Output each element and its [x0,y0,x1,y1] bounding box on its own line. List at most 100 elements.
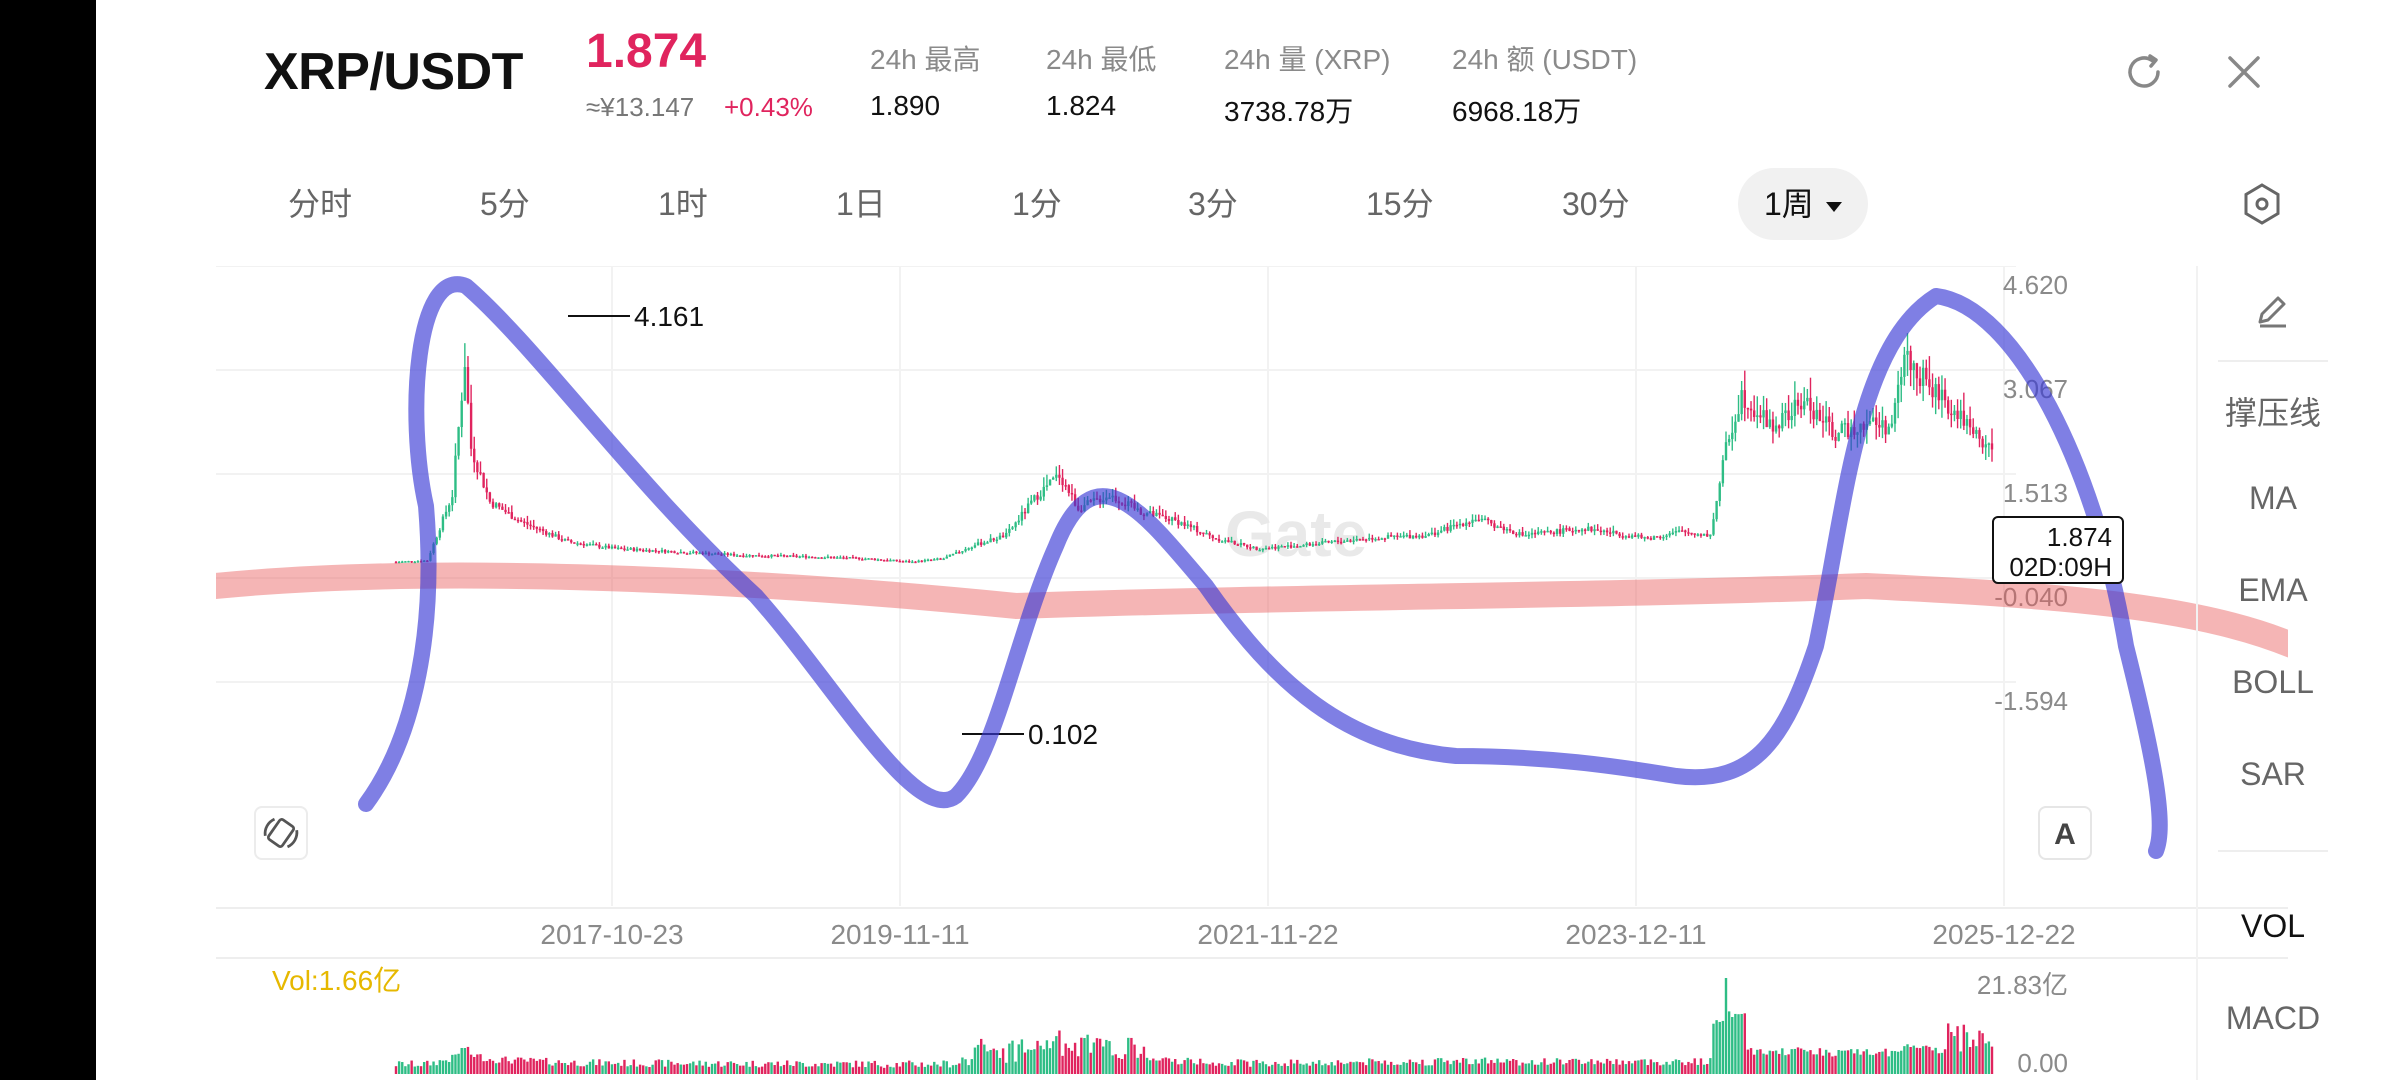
volume-bar [607,1061,610,1074]
volume-bar [1612,1064,1615,1074]
volume-bar [1849,1049,1853,1074]
volume-bar [1749,1048,1753,1074]
volume-bar [914,1065,917,1074]
indicator-sar[interactable]: SAR [2240,756,2306,792]
candle-body [642,549,645,552]
chart-grid [216,266,2288,959]
candle-body [1418,535,1421,538]
tab-5min[interactable]: 5分 [480,186,530,222]
hexagon-settings-icon[interactable] [2240,182,2284,226]
volume-bar [1089,1052,1092,1074]
volume-bar [1402,1062,1405,1074]
volume-bar [1333,1065,1337,1074]
volume-bar [1990,1046,1994,1074]
candle-body [742,555,745,557]
candle-body [1900,376,1903,385]
volume-bar [1577,1059,1581,1074]
volume-bar [526,1061,529,1074]
tab-15min[interactable]: 15分 [1366,186,1434,222]
volume-bar [1133,1044,1136,1074]
pencil-icon[interactable] [2250,288,2294,332]
volume-bar [648,1067,651,1074]
volume-bar [1418,1064,1421,1074]
indicator-macd[interactable]: MACD [2225,1000,2321,1036]
tab-3min[interactable]: 3分 [1188,186,1238,222]
volume-bar [1092,1042,1096,1074]
tab-1week[interactable]: 1周 [1738,168,1868,240]
candle-body [1346,540,1349,542]
volume-bar [1637,1060,1640,1074]
tab-fenshi[interactable]: 分时 [288,186,353,222]
candle-body [1781,413,1784,429]
auto-scale-button[interactable]: A [2038,806,2092,860]
candle-body [448,505,451,512]
volume-bar [513,1059,517,1074]
volume-bar [1026,1049,1030,1074]
candle-body [1768,419,1772,428]
candle-body [1737,414,1740,422]
tab-1day[interactable]: 1日 [836,186,886,222]
volume-bar [1280,1065,1283,1074]
candle-body [1824,416,1828,423]
rotate-button[interactable] [254,806,308,860]
volume-bar [882,1067,886,1074]
volume-bar [1386,1064,1390,1074]
tab-30min[interactable]: 30分 [1562,186,1630,222]
tab-1hour[interactable]: 1时 [658,186,708,222]
stat-value: 1.824 [1046,90,1117,121]
candle-body [1624,536,1628,538]
candle-body [795,555,798,558]
volume-bar [1646,1065,1649,1074]
volume-bar [545,1057,548,1074]
candle-body [1677,530,1681,532]
volume-bar [1530,1060,1534,1074]
candle-body [992,538,995,541]
volume-bar [401,1062,404,1074]
volume-bar [1818,1048,1822,1074]
volume-bar [1468,1064,1471,1074]
candle-body [1846,423,1850,438]
candle-body [1868,421,1872,425]
candle-body [929,559,933,562]
time-tick: 2021-11-22 [1197,919,1338,950]
volume-bar [1984,1043,1987,1074]
refresh-icon[interactable] [2120,48,2168,96]
candle-body [407,561,410,563]
candle-body [604,545,607,548]
tab-1min[interactable]: 1分 [1012,186,1062,222]
candle-body [504,509,507,513]
volume-bar [754,1066,758,1074]
volume-bar [1051,1041,1055,1074]
volume-bar [451,1054,454,1074]
candle-body [1659,536,1662,539]
volume-bar [1843,1050,1847,1074]
candle-body [513,518,517,521]
volume-bar [1881,1051,1884,1074]
candle-body [945,556,948,559]
indicator-boll[interactable]: BOLL [2232,664,2314,700]
volume-bar [435,1065,438,1074]
candle-body [438,530,442,538]
volume-bar [563,1063,567,1074]
candle-body [466,367,470,403]
volume-bar [1724,978,1728,1074]
indicator-ma[interactable]: MA [2249,480,2297,516]
volume-bar [1208,1064,1211,1074]
candle-body [404,561,407,563]
indicator-vol[interactable]: VOL [2240,908,2306,944]
volume-bar [829,1063,833,1074]
volume-bar [1868,1054,1872,1074]
close-icon[interactable] [2220,48,2268,96]
volume-bar [1011,1040,1014,1074]
volume-bar [1583,1063,1587,1074]
candle-body [983,542,986,545]
volume-bar [1452,1060,1455,1074]
indicator-support-resistance[interactable]: 撑压线 [2224,395,2321,431]
volume-bar [1502,1062,1506,1074]
volume-bar [1630,1063,1634,1074]
volume-bar [1108,1041,1111,1074]
candle-body [616,547,620,550]
volume-bar [1909,1047,1912,1074]
indicator-ema[interactable]: EMA [2238,572,2308,608]
